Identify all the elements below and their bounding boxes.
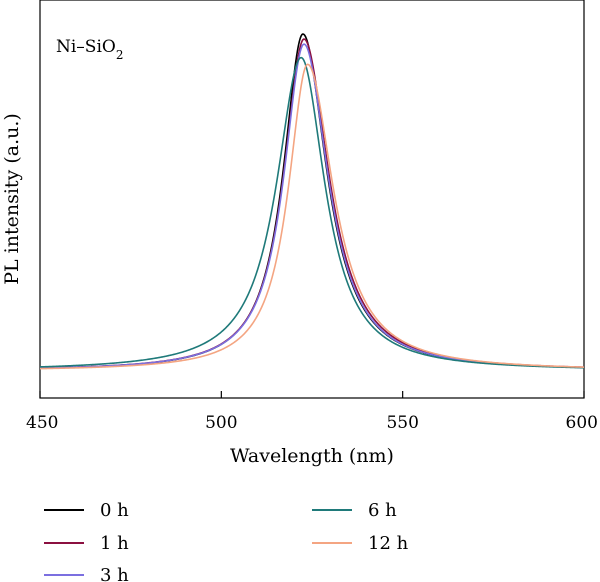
legend-label-0h: 0 h (100, 500, 129, 521)
y-axis-label: PL intensity (a.u.) (1, 113, 23, 285)
series-line-1h (39, 38, 585, 369)
legend-label-3h: 3 h (100, 565, 129, 582)
plot-frame (39, 0, 585, 399)
series-line-12h (39, 63, 585, 370)
series-curves (39, 33, 585, 370)
x-axis-label: Wavelength (nm) (230, 445, 394, 467)
annotation-sub: 2 (116, 48, 124, 62)
x-tick-label-500: 500 (205, 413, 237, 433)
series-line-6h (39, 56, 585, 369)
x-tick-label-450: 450 (26, 413, 58, 433)
annotation-main: Ni–SiO (56, 37, 116, 57)
x-tick-label-600: 600 (566, 413, 598, 433)
legend-label-6h: 6 h (368, 500, 397, 521)
annotation: Ni–SiO2 (56, 37, 123, 62)
series-line-0h (39, 33, 585, 370)
legend: 0 h 1 h 3 h 6 h 12 h (44, 500, 409, 582)
legend-label-12h: 12 h (368, 533, 409, 554)
x-tick-label-550: 550 (386, 413, 418, 433)
legend-label-1h: 1 h (100, 533, 129, 554)
x-ticks: 450 500 550 600 (26, 391, 598, 433)
